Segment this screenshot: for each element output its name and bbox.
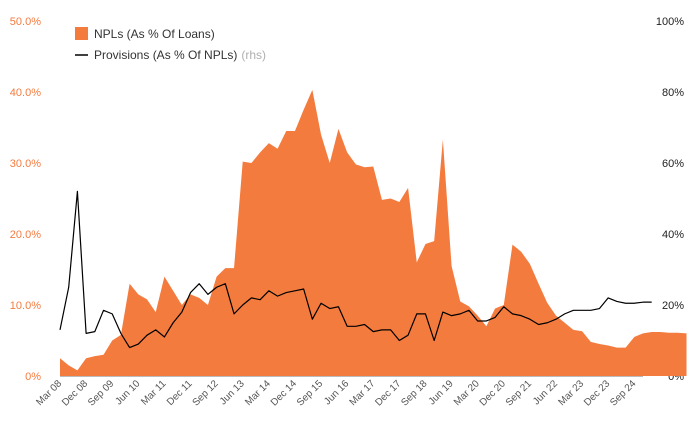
series-line-provisions: [59, 190, 652, 349]
x-tick-label: Sep 15: [295, 378, 325, 408]
x-tick-label: Mar 14: [243, 378, 273, 408]
x-tick-label: Dec 14: [269, 378, 299, 408]
x-tick-label: Sep 12: [191, 378, 221, 408]
x-tick-label: Mar 11: [139, 378, 169, 408]
left-axis-ticks: 0% 10.0% 20.0% 30.0% 40.0% 50.0%: [10, 16, 41, 383]
y-left-tick-label: 20.0%: [10, 229, 41, 241]
x-tick-label: Dec 11: [165, 378, 195, 408]
x-tick-label: Dec 20: [478, 378, 508, 408]
legend-note-rhs: (rhs): [241, 48, 266, 62]
x-tick-label: Dec 17: [373, 378, 403, 408]
x-tick-label: Mar 20: [452, 378, 482, 408]
y-left-tick-label: 0%: [25, 371, 41, 383]
right-axis-ticks: 0%20%40%60%80%100%: [656, 16, 684, 383]
y-right-tick-label: 20%: [662, 300, 684, 312]
x-tick-label: Sep 09: [86, 378, 116, 408]
y-right-tick-label: 80%: [662, 87, 684, 99]
x-tick-label: Mar 17: [348, 378, 378, 408]
y-left-tick-label: 10.0%: [10, 300, 41, 312]
x-tick-label: Jun 16: [322, 378, 351, 407]
x-tick-label: Jun 22: [531, 378, 560, 407]
y-right-tick-label: 100%: [656, 16, 684, 28]
legend-swatch-npl: [75, 27, 88, 40]
x-tick-label: Sep 21: [504, 378, 534, 408]
legend-label-npl: NPLs (As % Of Loans): [94, 27, 215, 41]
x-tick-label: Sep 24: [608, 378, 638, 408]
y-left-tick-label: 40.0%: [10, 87, 41, 99]
x-tick-label: Sep 18: [399, 378, 429, 408]
y-right-tick-label: 60%: [662, 158, 684, 170]
x-tick-label: Mar 23: [556, 378, 586, 408]
x-tick-label: Dec 23: [582, 378, 612, 408]
svg-text:Provisions (As % Of NPLs)(rhs): Provisions (As % Of NPLs) (rhs): [94, 48, 266, 62]
series-area-npl: [60, 89, 687, 377]
plot-area: [59, 89, 687, 377]
x-tick-label: Jun 10: [113, 378, 142, 407]
y-left-tick-label: 50.0%: [10, 16, 41, 28]
x-tick-label: Jun 13: [218, 378, 247, 407]
x-tick-label: Jun 19: [427, 378, 456, 407]
legend-label-provisions: Provisions (As % Of NPLs): [94, 48, 237, 62]
legend: NPLs (As % Of Loans) Provisions (As % Of…: [75, 27, 266, 62]
x-tick-label: Dec 08: [60, 378, 90, 408]
y-left-tick-label: 30.0%: [10, 158, 41, 170]
y-right-tick-label: 40%: [662, 229, 684, 241]
